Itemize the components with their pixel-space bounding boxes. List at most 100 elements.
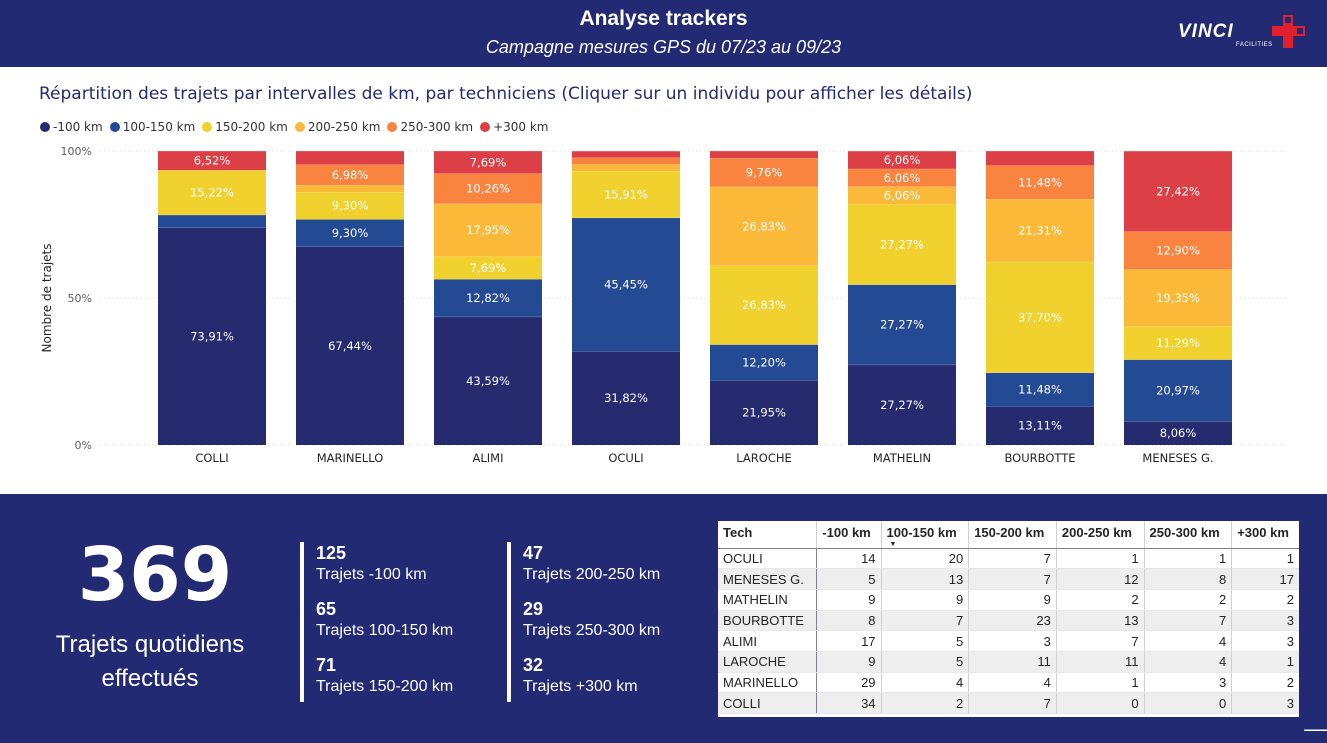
table-cell: 7 [1143,610,1232,632]
table-row[interactable]: BOURBOTTE 8 7 23 13 7 3 [718,610,1299,632]
data-label: 20,97% [1156,383,1200,397]
bar-segment[interactable] [572,157,680,165]
bar-segment[interactable] [848,364,956,445]
bar-segment[interactable] [158,151,266,171]
table-header-label: 150-200 km [974,525,1045,540]
bar-segment[interactable] [1124,359,1232,422]
legend-label: +300 km [493,120,549,134]
legend-item[interactable]: +300 km [480,120,548,134]
bar-segment[interactable] [1124,231,1232,270]
legend-item[interactable]: 150-200 km [202,120,288,134]
table-cell: 9 [880,589,969,611]
legend-item[interactable]: 200-250 km [294,120,380,134]
logo-cross-icon [1272,15,1305,48]
bar-segment[interactable] [710,265,818,345]
table-row[interactable]: MARINELLO 29 4 4 1 3 2 [718,672,1299,694]
table-row[interactable]: COLLI 34 2 7 0 0 3 [718,692,1299,714]
table-header-cell[interactable]: Tech [718,521,817,549]
bar-segment[interactable] [710,380,818,445]
stats-column-right: 47 Trajets 200-250 km 29 Trajets 250-300… [507,542,660,702]
table-cell: 0 [1143,692,1232,714]
table-cell: 12 [1055,568,1145,590]
bar-segment[interactable] [434,256,542,280]
bar-segment[interactable] [572,164,680,172]
bar-segment[interactable] [434,203,542,257]
table-header-cell[interactable]: 250-300 km [1143,521,1232,549]
table-header-row: Tech -100 km 100-150 km ▼ 150-200 km 200-250 … [718,521,1299,549]
y-tick-label: 0% [75,439,92,452]
table-header-cell[interactable]: +300 km [1231,521,1299,549]
data-label: 9,30% [332,199,369,213]
bar-segment[interactable] [572,217,680,352]
bar-segment[interactable] [434,316,542,445]
legend-dot-icon [480,122,491,132]
sort-desc-icon[interactable]: ▼ [889,541,897,548]
bar-segment[interactable] [986,372,1094,407]
bar-segment[interactable] [848,204,956,285]
bar-segment[interactable] [848,186,956,205]
table-row[interactable]: ALIMI 17 5 3 7 4 3 [718,630,1299,652]
table-cell: 4 [968,672,1057,694]
bar-segment[interactable] [1124,421,1232,445]
table-header-cell[interactable]: 150-200 km [968,521,1057,549]
table-cell: 1 [1143,548,1232,570]
bar-segment[interactable] [710,344,818,381]
bar-segment[interactable] [986,261,1094,373]
bar-segment[interactable] [296,151,404,165]
tech-name-cell: MENESES G. [718,568,818,590]
table-cell: 1 [1231,651,1299,673]
bar-segment[interactable] [434,279,542,317]
bar-segment[interactable] [434,173,542,204]
bar-segment[interactable] [986,165,1094,200]
bar-segment[interactable] [848,284,956,365]
bar-segment[interactable] [572,351,680,445]
table-header-cell[interactable]: -100 km [816,521,882,549]
tech-name-cell: BOURBOTTE [718,610,818,632]
legend-item[interactable]: 250-300 km [387,120,473,134]
next-page-arrow-icon[interactable]: 🡒 [1302,720,1327,741]
bar-segment[interactable] [572,171,680,218]
stat-value: 32 [523,655,544,675]
bar-segment[interactable] [1124,269,1232,327]
bar-segment[interactable] [158,214,266,228]
data-label: 37,70% [1018,310,1062,324]
bar-segment[interactable] [710,150,818,159]
table-cell: 8 [1143,568,1232,590]
bar-segment[interactable] [710,158,818,187]
bar-segment[interactable] [158,170,266,215]
bar-segment[interactable] [986,151,1094,166]
bar-segment[interactable] [296,164,404,186]
bar-segment[interactable] [572,151,680,158]
table-row[interactable]: OCULI 14 20 7 1 1 1 [718,548,1299,570]
table-header-cell[interactable]: 200-250 km [1055,521,1145,549]
table-row[interactable]: MATHELIN 9 9 9 2 2 2 [718,589,1299,611]
bar-segment[interactable] [296,246,404,445]
data-label: 26,83% [742,219,786,233]
table-cell: 17 [816,630,882,652]
bar-segment[interactable] [434,151,542,174]
bar-segment[interactable] [848,168,956,187]
bar-segment[interactable] [710,186,818,266]
bar-segment[interactable] [296,192,404,220]
table-row[interactable]: MENESES G. 5 13 7 12 8 17 [718,568,1299,590]
bar-segment[interactable] [1124,151,1232,232]
bar-segment[interactable] [986,406,1094,445]
bar-segment[interactable] [296,185,404,193]
stat-item: 47 Trajets 200-250 km [523,542,660,598]
bar-segment[interactable] [158,227,266,445]
bar-segment[interactable] [1124,326,1232,360]
stat-value: 47 [523,543,544,563]
bar-segment[interactable] [986,199,1094,262]
tech-name-cell: ALIMI [718,630,818,652]
logo-subword: FACILITIES [1236,42,1273,48]
table-header-cell[interactable]: 100-150 km ▼ [880,521,969,549]
summary-panel: 369 Trajets quotidiens effectués 125 Tra… [0,494,1327,743]
table-cell: 7 [968,548,1057,570]
bar-segment[interactable] [296,219,404,247]
table-row[interactable]: LAROCHE 9 5 11 11 4 1 [718,651,1299,673]
table-cell: 9 [816,651,882,673]
table-cell: 23 [968,610,1057,632]
bar-segment[interactable] [848,151,956,169]
legend-item[interactable]: -100 km [40,120,103,134]
legend-item[interactable]: 100-150 km [109,120,195,134]
